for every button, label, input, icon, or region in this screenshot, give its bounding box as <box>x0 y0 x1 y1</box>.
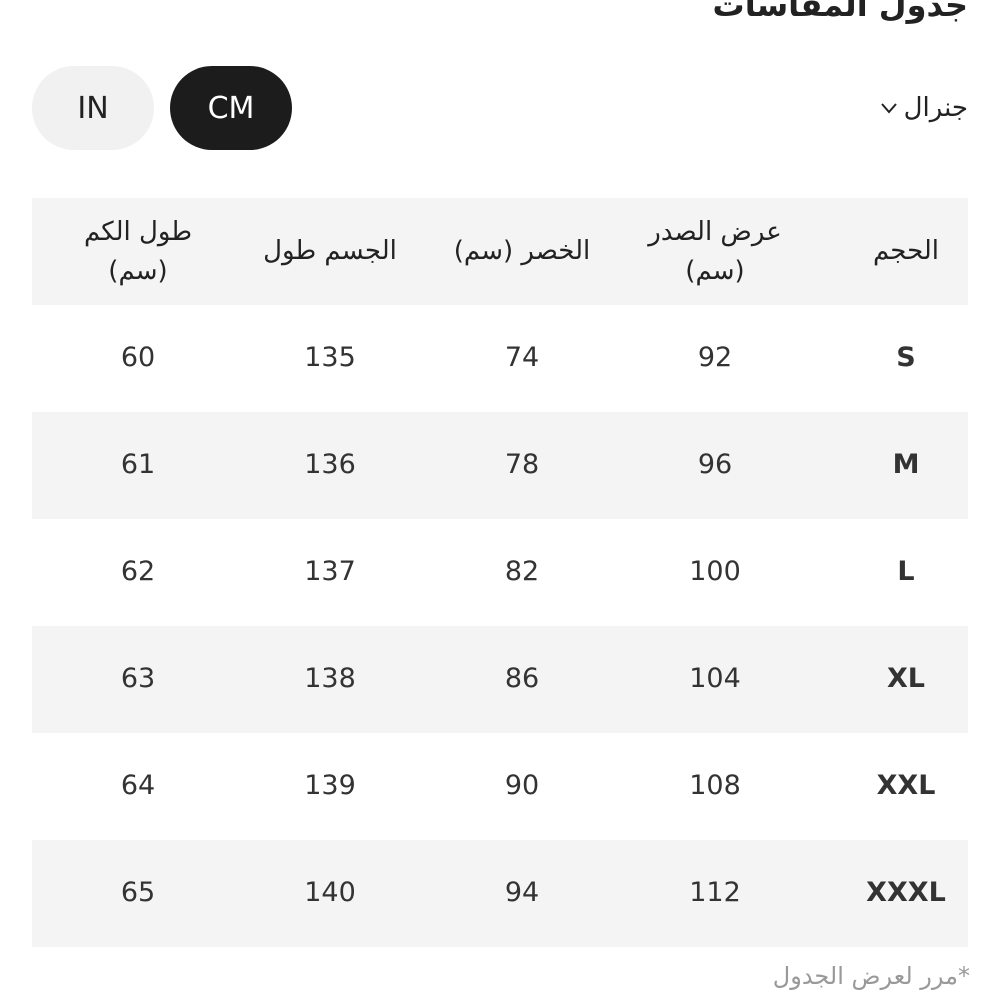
value-cell: 135 <box>304 342 356 374</box>
table-row: M 96 78 136 61 <box>32 412 968 519</box>
table-row: XXL 108 90 139 64 <box>32 733 968 840</box>
size-cell: XXXL <box>866 877 946 909</box>
table-row: S 92 74 135 60 <box>32 305 968 412</box>
value-cell: 62 <box>120 556 156 588</box>
filter-label: جنرال <box>903 93 968 123</box>
size-cell: L <box>897 556 915 588</box>
value-cell: 61 <box>120 449 156 481</box>
value-cell: 82 <box>504 556 540 588</box>
value-cell: 96 <box>697 449 733 481</box>
value-cell: 140 <box>304 877 356 909</box>
value-cell: 60 <box>120 342 156 374</box>
value-cell: 137 <box>304 556 356 588</box>
table-row: XL 104 86 138 63 <box>32 626 968 733</box>
size-cell: M <box>892 449 920 481</box>
table-row: L 100 82 137 62 <box>32 519 968 626</box>
unit-toggle[interactable]: IN <box>32 66 154 150</box>
column-header: الجسم طول <box>263 236 397 266</box>
value-cell: 136 <box>304 449 356 481</box>
size-cell: XL <box>886 663 926 695</box>
unit-toggle[interactable]: CM <box>170 66 292 150</box>
value-cell: 65 <box>120 877 156 909</box>
value-cell: 63 <box>120 663 156 695</box>
column-header: الخصر (سم) <box>453 236 591 266</box>
value-cell: 100 <box>689 556 741 588</box>
size-cell: XXL <box>876 770 936 802</box>
column-header: طول الكم (سم) <box>83 216 193 286</box>
filter-dropdown[interactable]: جنرال <box>880 88 968 128</box>
value-cell: 92 <box>697 342 733 374</box>
value-cell: 90 <box>504 770 540 802</box>
column-header: عرض الصدر (سم) <box>648 216 782 286</box>
table-row: XXXL 112 94 140 65 <box>32 840 968 947</box>
value-cell: 138 <box>304 663 356 695</box>
value-cell: 86 <box>504 663 540 695</box>
value-cell: 78 <box>504 449 540 481</box>
value-cell: 108 <box>689 770 741 802</box>
chevron <box>880 103 897 114</box>
value-cell: 94 <box>504 877 540 909</box>
footer-note: *مرر لعرض الجدول <box>772 962 970 990</box>
size-cell: S <box>896 342 916 374</box>
value-cell: 74 <box>504 342 540 374</box>
title: جدول المقاسات <box>712 0 968 24</box>
value-cell: 112 <box>689 877 741 909</box>
value-cell: 64 <box>120 770 156 802</box>
header-row: الحجم عرض الصدر (سم) الخصر (سم) الجسم طول طو… <box>32 198 968 305</box>
column-header: الحجم <box>873 236 940 266</box>
value-cell: 139 <box>304 770 356 802</box>
value-cell: 104 <box>689 663 741 695</box>
